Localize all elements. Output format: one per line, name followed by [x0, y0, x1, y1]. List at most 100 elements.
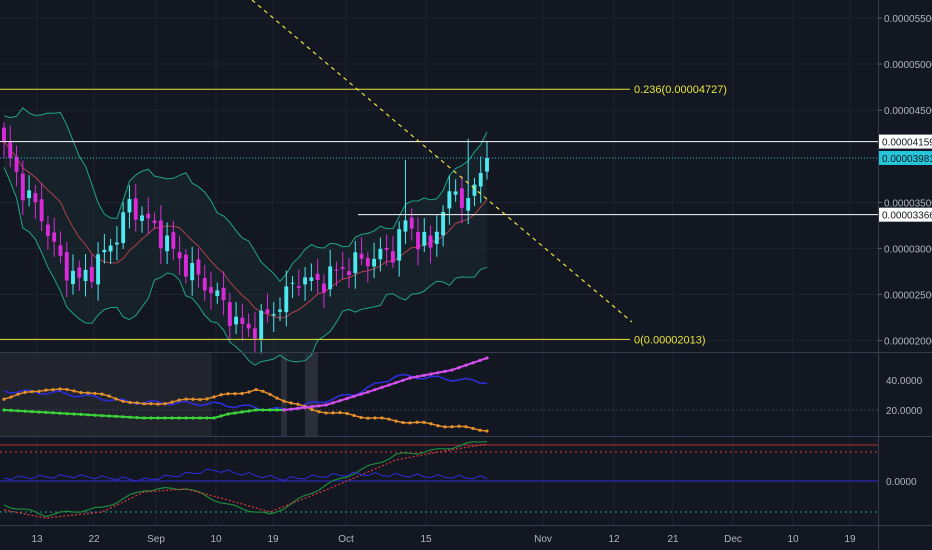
time-tick-8: 12: [608, 534, 620, 545]
candle-body-13: [83, 269, 88, 281]
candle-body-77: [485, 157, 489, 172]
adx-magenta-line-dot-14: [380, 385, 384, 389]
candle-body-54: [340, 266, 345, 269]
adx-green-line-dot-28: [198, 416, 202, 420]
adx-magenta-line-dot-11: [359, 392, 363, 396]
candle-body-75: [472, 184, 477, 196]
candle-body-36: [227, 302, 232, 326]
candle-body-62: [390, 251, 395, 263]
di-minus-line-dot-13: [93, 391, 97, 396]
di-minus-line-dot-10: [72, 389, 76, 393]
price-tick-0: 0.00005500: [884, 14, 932, 25]
signal-line: [3, 443, 488, 519]
panel1-shade-c: [305, 353, 318, 436]
di-minus-line-dot-32: [226, 392, 230, 396]
di-minus-line-dot-22: [156, 402, 160, 406]
di-minus-line-dot-8: [58, 387, 62, 391]
candle-body-34: [215, 290, 220, 297]
candle-body-19: [121, 212, 126, 244]
panel1-shade-b: [281, 353, 287, 436]
di-minus-line-dot-2: [16, 392, 20, 396]
di-minus-line-dot-16: [114, 397, 118, 401]
candle-body-58: [365, 257, 370, 267]
adx-magenta-line-dot-28: [478, 358, 482, 362]
adx-magenta-line-dot-1: [289, 407, 293, 411]
candle-body-7: [45, 224, 50, 236]
candle-body-55: [347, 271, 351, 276]
time-tick-10: Dec: [724, 534, 742, 545]
candle-body-43: [271, 314, 276, 316]
adx-green-line-dot-36: [254, 408, 258, 412]
adx-magenta-line-dot-13: [373, 388, 377, 392]
candle-body-29: [183, 254, 188, 277]
fib-label-1: 0(0.00002013): [634, 334, 706, 346]
candle-body-63: [397, 229, 402, 261]
time-tick-5: Oct: [338, 534, 354, 545]
di-minus-line-dot-0: [2, 397, 6, 401]
di-minus-line-dot-51: [359, 415, 363, 420]
price-tick-6: 0.00002000: [884, 337, 932, 348]
candle-body-2: [14, 156, 19, 172]
grid: [0, 0, 878, 525]
candle-body-26: [165, 235, 170, 252]
di-minus-line-dot-54: [380, 416, 384, 420]
adx-green-line-dot-39: [275, 408, 279, 412]
di-minus-line-dot-35: [247, 390, 251, 394]
level-label-1: 0.00003366: [882, 211, 932, 222]
di-minus-line-dot-62: [436, 424, 440, 428]
di-minus-line-dot-67: [471, 426, 475, 431]
di-minus-line-dot-42: [296, 402, 300, 406]
di-minus-line-dot-5: [37, 389, 41, 393]
time-tick-3: 10: [210, 534, 222, 545]
adx-magenta-line-dot-9: [345, 396, 349, 401]
candle-body-35: [221, 287, 226, 301]
di-minus-line-dot-27: [191, 397, 195, 401]
di-minus-line-dot-28: [198, 397, 202, 402]
adx-magenta-line-dot-23: [443, 369, 447, 373]
di-minus-line-dot-23: [163, 402, 167, 406]
candle-body-6: [39, 199, 44, 222]
candle-body-64: [403, 220, 408, 232]
candle-body-61: [384, 247, 389, 250]
adx-green-line-dot-2: [16, 409, 20, 413]
adx-magenta-line-dot-2: [296, 406, 300, 410]
adx-magenta-line-dot-16: [394, 381, 398, 385]
di-minus-line-dot-19: [135, 401, 139, 405]
adx-magenta-line-dot-5: [317, 404, 321, 408]
di-minus-line-dot-24: [170, 400, 174, 404]
candle-body-20: [127, 199, 132, 213]
time-tick-2: Sep: [147, 534, 165, 545]
adx-magenta-line-dot-19: [415, 375, 419, 379]
candle-body-57: [359, 253, 364, 259]
adx-magenta-line-dot-17: [401, 378, 405, 382]
adx-green-line-dot-29: [205, 416, 209, 420]
di-minus-line-dot-52: [366, 416, 370, 420]
indicator-panel-2: [0, 440, 878, 519]
candle-body-30: [190, 263, 195, 281]
candle-body-25: [158, 220, 163, 249]
time-tick-0: 13: [31, 534, 43, 545]
candle-body-9: [58, 245, 63, 256]
candle-body-27: [171, 232, 176, 249]
candle-body-46: [290, 282, 295, 284]
adx-green-line-dot-3: [23, 409, 27, 413]
di-minus-line-dot-40: [282, 399, 286, 403]
candle-body-31: [196, 259, 201, 275]
di-minus-line-dot-29: [205, 397, 209, 401]
adx-green-line-dot-21: [149, 416, 153, 420]
di-minus-line-dot-57: [401, 421, 405, 425]
candle-body-52: [328, 266, 333, 290]
adx-green-line-dot-15: [107, 414, 111, 418]
di-minus-line-dot-3: [23, 390, 27, 394]
di-minus-line-dot-14: [100, 392, 104, 396]
time-tick-1: 22: [88, 534, 100, 545]
di-minus-line-dot-68: [478, 428, 482, 432]
candle-body-73: [459, 188, 464, 208]
adx-magenta-line-dot-0: [282, 408, 286, 412]
di-minus-line-dot-26: [184, 397, 188, 401]
candle-body-28: [177, 252, 182, 259]
di-minus-line-dot-9: [65, 387, 69, 392]
adx-green-line-dot-17: [121, 415, 125, 419]
adx-green-line-dot-11: [79, 412, 83, 416]
